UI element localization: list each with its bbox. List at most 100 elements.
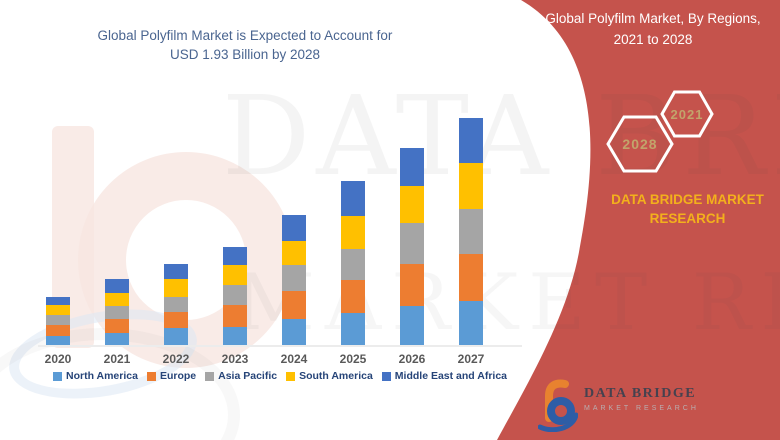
bar-segment xyxy=(459,301,483,345)
legend-item: Asia Pacific xyxy=(205,370,277,382)
bar-2020 xyxy=(46,297,70,345)
bar-2027 xyxy=(459,118,483,345)
x-axis-label: 2021 xyxy=(103,352,131,366)
legend-item: Middle East and Africa xyxy=(381,370,508,382)
hexagon-2028 xyxy=(606,115,674,173)
x-axis-label: 2025 xyxy=(339,352,367,366)
bar-2024 xyxy=(282,215,306,345)
chart-title-line1: Global Polyfilm Market is Expected to Ac… xyxy=(97,28,393,43)
data-bridge-logo: DATA BRIDGE MARKET RESEARCH xyxy=(538,378,699,432)
bar-segment xyxy=(105,319,129,333)
logo-blue-swoosh xyxy=(538,412,578,432)
x-axis-label: 2026 xyxy=(398,352,426,366)
bar-segment xyxy=(164,328,188,345)
logo-texts: DATA BRIDGE MARKET RESEARCH xyxy=(584,378,699,412)
right-panel-heading: Global Polyfilm Market, By Regions, 2021… xyxy=(528,8,778,50)
legend-swatch-icon xyxy=(146,371,156,381)
bar-segment xyxy=(223,265,247,285)
right-panel-heading-line1: Global Polyfilm Market, By Regions, xyxy=(545,11,761,26)
hexagon-2021 xyxy=(660,90,714,138)
bar-segment xyxy=(400,264,424,306)
bar-segment xyxy=(282,291,306,319)
x-axis-label-text: 2025 xyxy=(339,352,367,366)
x-axis-label-text: 2023 xyxy=(221,352,249,366)
bar-segment xyxy=(164,312,188,328)
bar-segment xyxy=(282,215,306,241)
bar-segment xyxy=(105,279,129,293)
x-axis-label-text: 2021 xyxy=(103,352,131,366)
x-axis-label-text: 2020 xyxy=(44,352,72,366)
bar-segment xyxy=(400,148,424,186)
x-axis-label-text: 2024 xyxy=(280,352,308,366)
hexagon-badges: 2028 2021 xyxy=(606,90,714,173)
bar-segment xyxy=(223,305,247,327)
bar-segment xyxy=(46,336,70,345)
legend-item: Europe xyxy=(146,370,197,382)
bar-segment xyxy=(341,181,365,216)
bar-segment xyxy=(105,333,129,345)
bar-segment xyxy=(164,297,188,312)
bar-segment xyxy=(459,163,483,209)
legend-label: North America xyxy=(65,370,138,382)
legend-label: South America xyxy=(299,370,373,382)
bar-segment xyxy=(46,297,70,305)
bar-2021 xyxy=(105,279,129,345)
bar-segment xyxy=(164,279,188,297)
x-axis-label-text: 2026 xyxy=(398,352,426,366)
bar-segment xyxy=(341,216,365,249)
bar-segment xyxy=(459,118,483,163)
bar-segment xyxy=(223,327,247,345)
bar-segment xyxy=(282,241,306,265)
logo-blue-bowl xyxy=(547,397,575,425)
bar-segment xyxy=(282,319,306,345)
hexagon-2021-label: 2021 xyxy=(671,107,704,122)
bar-segment xyxy=(341,249,365,280)
x-axis-label-text: 2027 xyxy=(457,352,485,366)
bar-segment xyxy=(105,306,129,319)
legend-label: Europe xyxy=(159,370,197,382)
legend-swatch-icon xyxy=(286,371,296,381)
bar-segment xyxy=(46,325,70,336)
bar-segment xyxy=(223,247,247,265)
watermark-text-line2: MARKET RESEARCH xyxy=(235,258,780,348)
x-axis-label: 2027 xyxy=(457,352,485,366)
bar-2023 xyxy=(223,247,247,345)
legend-label: Middle East and Africa xyxy=(394,370,508,382)
legend-label: Asia Pacific xyxy=(218,370,278,382)
logo-brand-text: DATA BRIDGE xyxy=(584,386,697,401)
x-axis-label: 2020 xyxy=(44,352,72,366)
chart-title-line2: USD 1.93 Billion by 2028 xyxy=(169,47,321,62)
bar-segment xyxy=(46,315,70,325)
legend-swatch-icon xyxy=(381,371,391,381)
bar-segment xyxy=(400,306,424,345)
right-panel-heading-line2: 2021 to 2028 xyxy=(613,32,693,47)
x-axis-label-text: 2022 xyxy=(162,352,190,366)
x-axis-label: 2024 xyxy=(280,352,308,366)
legend-item: South America xyxy=(286,370,373,382)
chart-title: Global Polyfilm Market is Expected to Ac… xyxy=(50,26,440,64)
brand-text: DATA BRIDGE MARKET RESEARCH xyxy=(611,192,764,226)
bar-2026 xyxy=(400,148,424,345)
bar-segment xyxy=(46,305,70,315)
logo-orange-hook xyxy=(545,379,569,422)
bar-segment xyxy=(459,254,483,301)
bar-segment xyxy=(459,209,483,254)
bar-segment xyxy=(341,280,365,313)
bar-2022 xyxy=(164,264,188,345)
bar-segment xyxy=(400,223,424,264)
logo-b-icon xyxy=(538,379,578,432)
x-axis-label: 2023 xyxy=(221,352,249,366)
legend-swatch-icon xyxy=(205,371,215,381)
x-axis-label: 2022 xyxy=(162,352,190,366)
bar-2025 xyxy=(341,181,365,345)
bars-row xyxy=(38,113,522,347)
bar-segment xyxy=(105,293,129,306)
x-axis-labels: 2020 2021 2022 2023 2024 2025 2026 2027 xyxy=(38,352,522,366)
hexagon-2028-label: 2028 xyxy=(622,136,657,152)
logo-sub-text: MARKET RESEARCH xyxy=(584,405,699,412)
bar-segment xyxy=(282,265,306,291)
legend-item: North America xyxy=(52,370,138,382)
bar-segment xyxy=(400,186,424,223)
stacked-bar-chart: 2020 2021 2022 2023 2024 2025 2026 2027 xyxy=(38,113,522,366)
